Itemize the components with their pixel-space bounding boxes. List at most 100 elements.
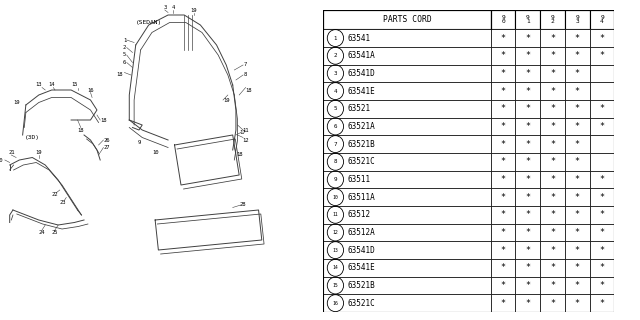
Text: 11: 11	[333, 212, 339, 217]
Text: *: *	[500, 69, 506, 78]
Bar	[540, 153, 565, 171]
Text: *: *	[600, 210, 605, 219]
Bar	[323, 10, 491, 29]
Text: *: *	[500, 51, 506, 60]
Text: *: *	[550, 299, 555, 308]
Text: *: *	[525, 246, 531, 255]
Bar	[589, 241, 614, 259]
Bar	[565, 118, 589, 135]
Text: 19: 19	[36, 150, 42, 155]
Text: 63541D: 63541D	[348, 246, 376, 255]
Bar	[515, 277, 540, 294]
Text: 8: 8	[244, 73, 247, 77]
Bar	[491, 259, 515, 277]
Text: 63512: 63512	[348, 210, 371, 219]
Text: 21: 21	[8, 150, 15, 155]
Text: 28: 28	[239, 203, 246, 207]
Bar	[589, 188, 614, 206]
Bar	[491, 171, 515, 188]
Text: 22: 22	[52, 193, 58, 197]
Text: *: *	[500, 299, 506, 308]
Text: 18: 18	[236, 153, 243, 157]
Text: *: *	[550, 175, 555, 184]
Bar	[589, 224, 614, 241]
Text: *: *	[525, 104, 531, 113]
Text: *: *	[600, 122, 605, 131]
Text: (3D): (3D)	[25, 135, 40, 140]
Text: *: *	[600, 34, 605, 43]
Text: 4: 4	[333, 89, 337, 94]
Text: 63541E: 63541E	[348, 87, 376, 96]
Text: 14: 14	[333, 265, 339, 270]
Text: 9
0: 9 0	[501, 15, 505, 24]
Bar	[323, 65, 491, 82]
Bar	[515, 65, 540, 82]
Text: 9: 9	[138, 140, 141, 145]
Text: *: *	[525, 263, 531, 272]
Bar	[491, 153, 515, 171]
Text: 11: 11	[243, 127, 249, 132]
Text: 63541E: 63541E	[348, 263, 376, 272]
Bar	[589, 294, 614, 312]
Bar	[323, 224, 491, 241]
Text: *: *	[575, 299, 580, 308]
Text: *: *	[600, 193, 605, 202]
Text: *: *	[500, 157, 506, 166]
Text: *: *	[525, 34, 531, 43]
Bar	[565, 82, 589, 100]
Text: 9: 9	[333, 177, 337, 182]
Bar	[323, 206, 491, 224]
Bar	[540, 277, 565, 294]
Text: *: *	[600, 299, 605, 308]
Bar	[565, 100, 589, 118]
Bar	[323, 135, 491, 153]
Text: 7: 7	[333, 142, 337, 147]
Text: *: *	[575, 263, 580, 272]
Bar	[540, 100, 565, 118]
Bar	[491, 224, 515, 241]
Text: PARTS CORD: PARTS CORD	[383, 15, 431, 24]
Bar	[589, 206, 614, 224]
Text: 20: 20	[0, 157, 3, 163]
Text: 63541A: 63541A	[348, 51, 376, 60]
Text: *: *	[525, 299, 531, 308]
Bar	[540, 47, 565, 65]
Text: *: *	[575, 281, 580, 290]
Text: *: *	[575, 122, 580, 131]
Bar	[565, 135, 589, 153]
Text: *: *	[525, 140, 531, 148]
Text: 18: 18	[116, 73, 123, 77]
Text: *: *	[600, 263, 605, 272]
Bar	[540, 65, 565, 82]
Bar	[540, 259, 565, 277]
Bar	[565, 153, 589, 171]
Bar	[491, 188, 515, 206]
Bar	[565, 206, 589, 224]
Text: *: *	[550, 69, 555, 78]
Text: 26: 26	[104, 138, 110, 142]
Text: 17: 17	[239, 130, 246, 135]
Bar	[589, 82, 614, 100]
Bar	[589, 10, 614, 29]
Bar	[323, 171, 491, 188]
Text: *: *	[550, 193, 555, 202]
Bar	[515, 29, 540, 47]
Text: *: *	[550, 210, 555, 219]
Text: *: *	[575, 69, 580, 78]
Bar	[491, 29, 515, 47]
Text: *: *	[600, 246, 605, 255]
Text: 14: 14	[49, 83, 55, 87]
Text: 5: 5	[333, 106, 337, 111]
Text: 15: 15	[333, 283, 339, 288]
Text: 27: 27	[104, 145, 110, 150]
Bar	[540, 241, 565, 259]
Text: *: *	[575, 34, 580, 43]
Bar	[323, 241, 491, 259]
Text: *: *	[525, 193, 531, 202]
Text: *: *	[550, 104, 555, 113]
Text: *: *	[500, 246, 506, 255]
Bar	[323, 153, 491, 171]
Bar	[515, 224, 540, 241]
Text: *: *	[575, 193, 580, 202]
Text: 63521B: 63521B	[348, 140, 376, 148]
